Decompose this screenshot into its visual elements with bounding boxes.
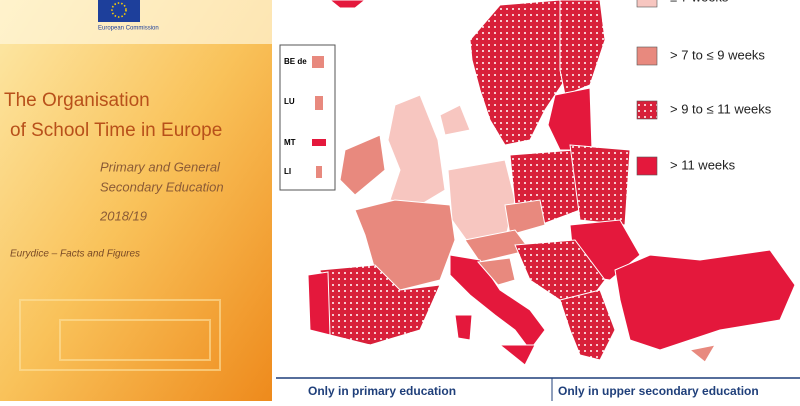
cover-title-line: of School Time in Europe — [10, 120, 222, 141]
country — [498, 344, 536, 366]
country — [504, 199, 546, 236]
footer-background — [276, 378, 800, 401]
legend-label: > 11 weeks — [670, 157, 736, 172]
inset-shape — [315, 96, 323, 110]
cover-title-line: The Organisation — [4, 90, 150, 111]
eu-stars — [111, 2, 127, 18]
cover-subtitle-line: Secondary Education — [100, 179, 224, 194]
legend-swatch — [636, 0, 658, 8]
inset-box: BE de LU MT LI — [279, 44, 336, 191]
country — [319, 264, 441, 346]
cover-subtitle-line: Primary and General — [100, 159, 221, 174]
country — [559, 0, 606, 96]
country — [477, 257, 516, 286]
cover-decoration — [19, 299, 221, 371]
country — [329, 0, 366, 9]
cover-background — [0, 0, 272, 401]
inset-shape — [312, 56, 324, 68]
country — [387, 94, 446, 206]
legend-label: > 9 to ≤ 11 weeks — [670, 101, 772, 116]
country — [339, 134, 386, 196]
country — [688, 344, 716, 363]
country — [469, 0, 576, 146]
country — [354, 199, 456, 291]
footer-label: Only in upper secondary education — [558, 384, 759, 398]
inset-label: LU — [284, 97, 295, 106]
country — [569, 144, 631, 226]
inset-shape — [312, 139, 326, 146]
legend-label: ≤ 7 weeks — [670, 0, 729, 4]
map — [307, 0, 796, 366]
footer: Only in primary education Only in upper … — [276, 377, 800, 401]
country — [439, 104, 471, 136]
inset-shape — [316, 166, 322, 178]
country — [454, 314, 473, 341]
legend-swatch — [636, 156, 658, 176]
country — [307, 271, 331, 336]
inset-frame — [279, 44, 336, 191]
legend: ≤ 7 weeks > 7 to ≤ 9 weeks > 9 to ≤ 11 wee… — [636, 0, 772, 176]
legend-swatch — [636, 46, 658, 66]
inset-label: LI — [284, 167, 291, 176]
eu-flag — [98, 0, 140, 22]
cover-year: 2018/19 — [99, 208, 147, 223]
country — [559, 289, 616, 361]
country — [614, 249, 796, 351]
report-cover: European Commission The Organisation of … — [0, 0, 272, 401]
publisher: European Commission — [98, 26, 159, 32]
legend-swatch — [636, 100, 658, 120]
country — [547, 87, 593, 151]
legend-label: > 7 to ≤ 9 weeks — [670, 47, 765, 62]
inset-label: BE de — [284, 57, 307, 66]
cover-series: Eurydice – Facts and Figures — [10, 249, 140, 260]
inset-label: MT — [284, 138, 296, 147]
footer-label: Only in primary education — [308, 384, 456, 398]
